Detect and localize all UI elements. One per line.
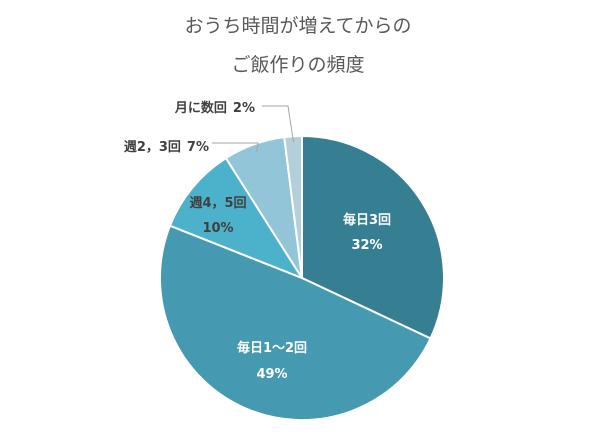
slice-label-value-0: 32% — [351, 238, 382, 253]
leader-line-3 — [212, 142, 259, 152]
chart-title-line-1: おうち時間が増えてからの — [184, 15, 411, 37]
slice-label-category-0: 毎日3回 — [343, 212, 391, 228]
leader-lines — [212, 105, 294, 152]
svg-text:週2，3回7%: 週2，3回 7% — [124, 140, 209, 155]
slice-label-value-3: 7% — [187, 140, 209, 155]
pie-slice-1 — [159, 224, 432, 421]
slice-label-value-4: 2% — [233, 101, 255, 116]
chart-title-line-2: ご飯作りの頻度 — [231, 54, 364, 76]
pie-slices — [159, 134, 445, 421]
leader-line-4 — [262, 105, 294, 143]
slice-label-value-2: 10% — [202, 221, 233, 236]
slice-label-category-1: 毎日1〜2回 — [237, 340, 307, 356]
slice-label-category-3: 週2，3回 — [124, 140, 181, 155]
pie-slice-0 — [301, 134, 445, 340]
pie-slice-2 — [168, 156, 305, 281]
slice-label-value-1: 49% — [256, 367, 287, 382]
slice-label-category-4: 月に数回 — [174, 100, 227, 116]
slice-label-category-2: 週4，5回 — [189, 196, 246, 211]
